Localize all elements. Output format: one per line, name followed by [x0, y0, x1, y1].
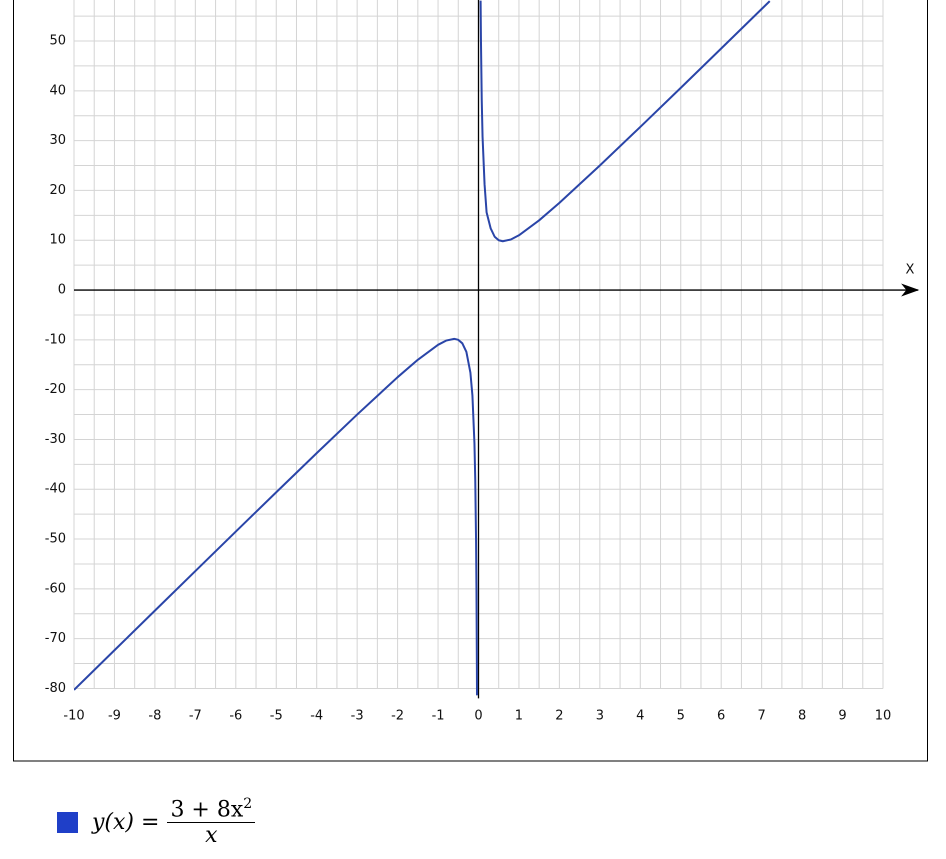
y-tick-label: -40 — [45, 482, 66, 497]
x-tick-label: 0 — [474, 709, 482, 724]
y-tick-label: 50 — [49, 34, 66, 49]
x-axis-label: X — [906, 263, 915, 278]
legend-denominator: x — [205, 823, 218, 849]
legend-fraction: 3 + 8x2 x — [167, 796, 256, 849]
y-tick-label: 20 — [49, 183, 66, 198]
x-tick-label: -3 — [351, 709, 364, 724]
x-tick-label: 8 — [798, 709, 806, 724]
curve — [74, 0, 771, 696]
legend-lhs: y(x) = — [92, 809, 160, 835]
legend: y(x) = 3 + 8x2 x — [57, 796, 256, 849]
y-tick-label: -70 — [45, 631, 66, 646]
x-tick-label: -2 — [391, 709, 404, 724]
x-tick-label: 7 — [758, 709, 766, 724]
x-tick-label: 4 — [636, 709, 644, 724]
y-tick-label: 30 — [49, 133, 66, 148]
y-tick-label: 40 — [49, 83, 66, 98]
y-tick-label: -30 — [45, 432, 66, 447]
y-tick-label: -80 — [45, 681, 66, 696]
x-tick-label: -6 — [229, 709, 242, 724]
y-tick-label: -20 — [45, 382, 66, 397]
chart-frame — [13, 0, 928, 762]
y-tick-label: 10 — [49, 233, 66, 248]
x-tick-label: 2 — [555, 709, 563, 724]
legend-swatch — [57, 811, 78, 833]
y-tick-label: -10 — [45, 332, 66, 347]
chart: X -80-70-60-50-40-30-20-1001020304050-10… — [13, 0, 928, 762]
numerator-text: 3 + 8x — [170, 797, 244, 823]
x-tick-label: 3 — [596, 709, 604, 724]
x-tick-label: 1 — [515, 709, 523, 724]
x-tick-label: -7 — [189, 709, 202, 724]
y-tick-label: 0 — [58, 283, 66, 298]
x-tick-label: -10 — [63, 709, 84, 724]
x-tick-label: -4 — [310, 709, 323, 724]
exponent: 2 — [243, 796, 253, 812]
legend-numerator: 3 + 8x2 — [167, 796, 256, 824]
y-tick-label: -60 — [45, 581, 66, 596]
y-tick-label: -50 — [45, 532, 66, 547]
x-tick-label: -1 — [432, 709, 445, 724]
x-tick-label: 9 — [838, 709, 846, 724]
x-tick-label: -9 — [108, 709, 121, 724]
x-tick-label: -5 — [270, 709, 283, 724]
x-tick-label: 10 — [875, 709, 892, 724]
x-tick-label: 6 — [717, 709, 725, 724]
x-tick-label: 5 — [677, 709, 685, 724]
x-tick-label: -8 — [148, 709, 161, 724]
